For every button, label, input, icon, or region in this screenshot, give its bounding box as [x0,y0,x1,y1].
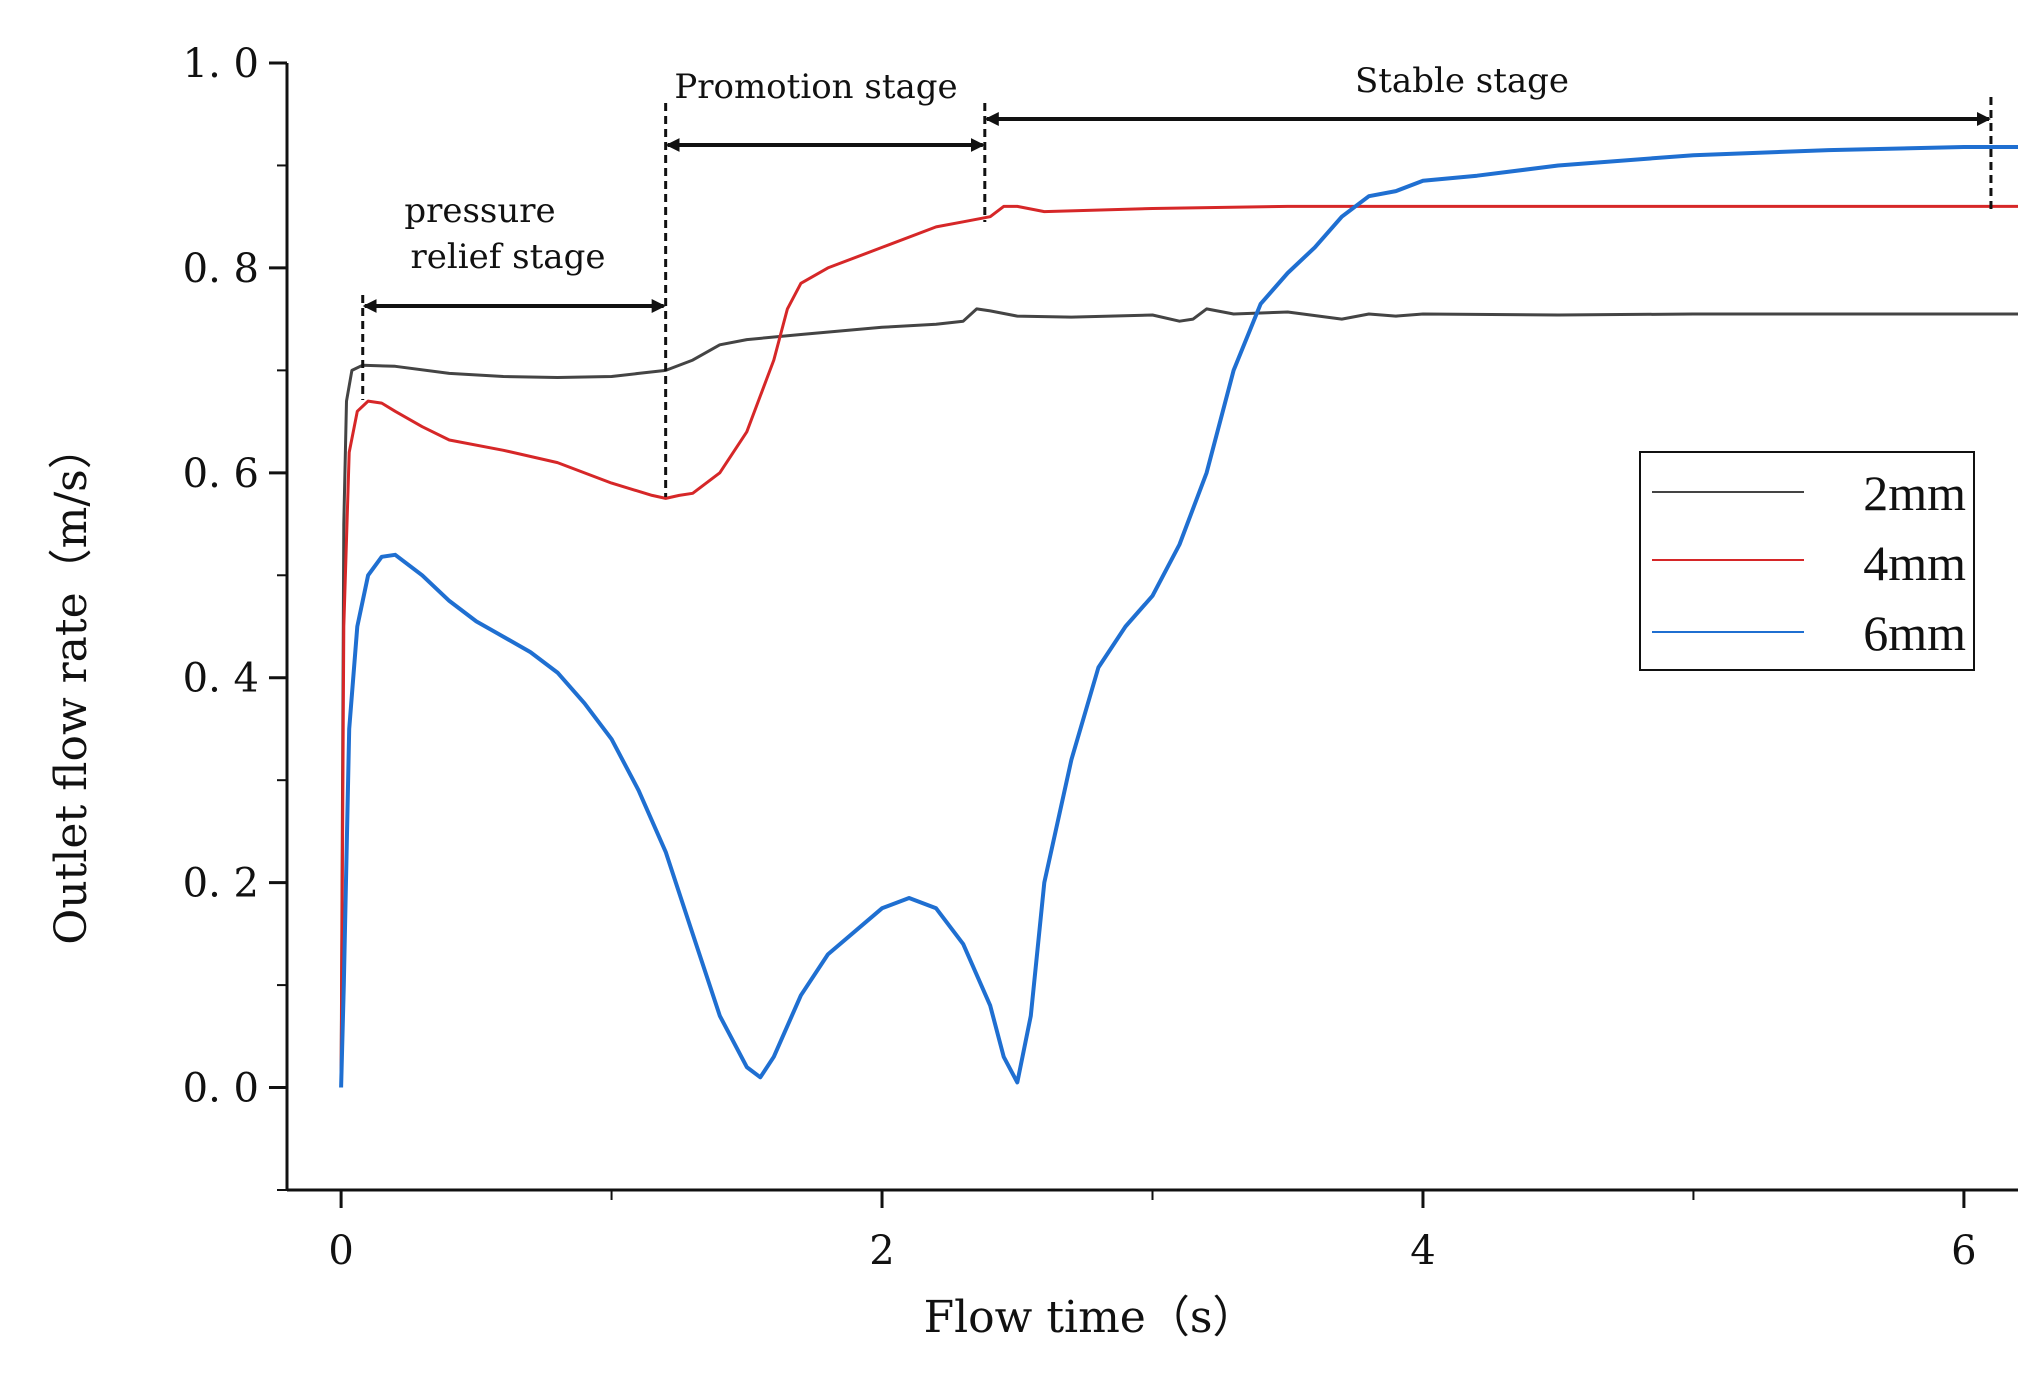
annotation-pressure-relief-line2: relief stage [411,237,606,277]
y-tick-label-3: 0. 6 [183,451,259,497]
annotation-stable-stage: Stable stage [1355,61,1569,101]
y-tick-label-4: 0. 8 [183,246,259,292]
x-tick-label-1: 2 [869,1228,894,1274]
series-line-2mm [339,307,2018,1088]
series-line-4mm [339,204,2018,1088]
annotation-pressure-relief-line1: pressure [404,191,555,231]
stage-annotations [361,97,1993,497]
legend-label-2mm: 2mm [1863,465,1966,521]
y-axis-title: Outlet flow rate（m/s） [46,425,97,944]
y-tick-label-0: 0. 0 [183,1066,259,1112]
series-lines [339,145,2018,1088]
series-line-6mm [339,145,2018,1088]
x-tick-label-0: 0 [328,1228,353,1274]
x-axis-ticks: 0 2 4 6 [328,1190,1977,1274]
legend-label-6mm: 6mm [1863,605,1966,661]
y-tick-label-5: 1. 0 [183,41,259,87]
legend-label-4mm: 4mm [1863,535,1966,591]
x-axis-title: Flow time（s） [924,1292,1257,1343]
legend: 2mm 4mm 6mm [1639,451,1975,671]
x-tick-label-3: 6 [1951,1228,1976,1274]
annotation-promotion-stage: Promotion stage [674,67,957,107]
y-tick-label-2: 0. 4 [183,656,259,702]
y-tick-label-1: 0. 2 [183,861,259,907]
x-tick-label-2: 4 [1410,1228,1435,1274]
y-axis-ticks: 0. 0 0. 2 0. 4 0. 6 0. 8 1. 0 [183,41,287,1191]
